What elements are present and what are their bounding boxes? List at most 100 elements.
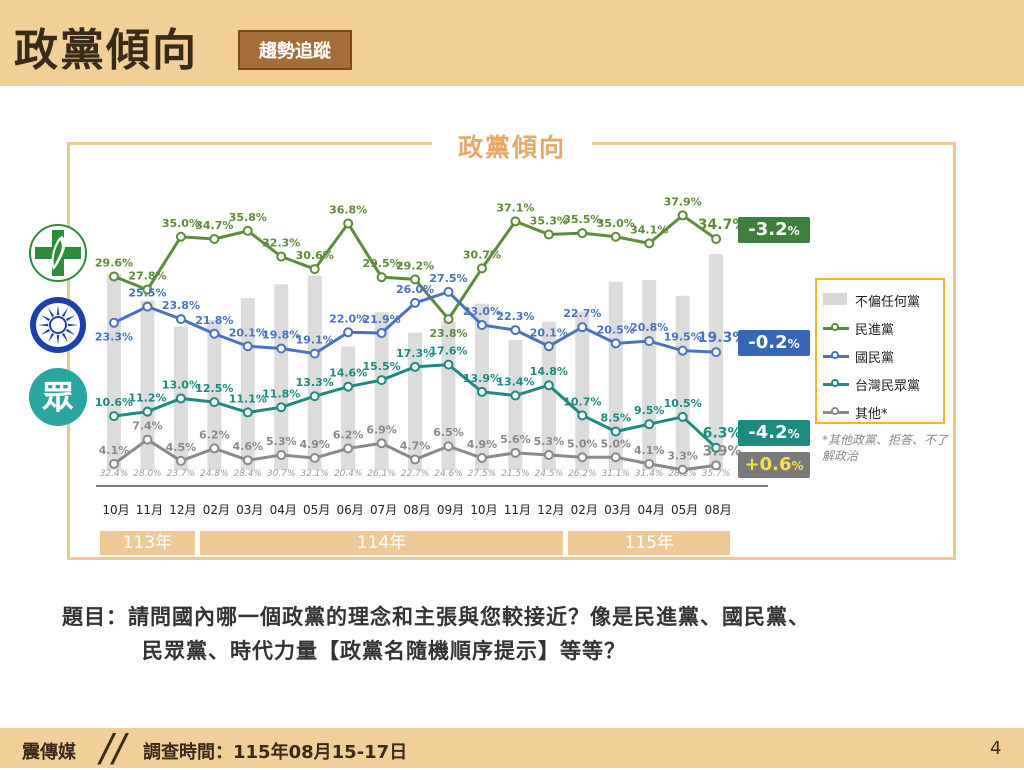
series-point [142, 284, 153, 295]
series-data-label: 13.3% [296, 376, 334, 389]
series-data-label: 37.1% [496, 201, 534, 214]
series-data-label: 13.9% [463, 372, 501, 385]
neutral-bar [341, 346, 356, 470]
chart-title: 政黨傾向 [432, 128, 592, 164]
series-point [510, 325, 521, 336]
neutral-bar [541, 321, 556, 470]
dpp-change-badge: -3.2% [738, 217, 810, 243]
series-point [343, 218, 354, 229]
series-point [644, 458, 655, 469]
series-point [209, 443, 220, 454]
x-tick-label: 08月 [403, 503, 430, 517]
series-data-label: 29.5% [363, 257, 401, 270]
series-point [443, 359, 454, 370]
series-point [677, 345, 688, 356]
series-data-label: 36.8% [329, 204, 367, 217]
series-point [476, 263, 487, 274]
x-tick-label: 04月 [638, 503, 665, 517]
series-data-label: 5.6% [500, 433, 531, 446]
year-band-113: 113年 [100, 531, 195, 555]
series-data-label: 20.1% [229, 326, 267, 339]
neutral-bar-label: 31.4% [635, 469, 664, 479]
series-point [410, 361, 421, 372]
series-data-label: 22.0% [329, 312, 367, 325]
neutral-bar-label: 30.7% [267, 469, 296, 479]
series-point [443, 441, 454, 452]
x-tick-label: 04月 [270, 503, 297, 517]
series-point [309, 391, 320, 402]
series-point [476, 386, 487, 397]
series-data-label: 9.5% [634, 404, 665, 417]
series-point [209, 328, 220, 339]
series-point [242, 455, 253, 466]
series-point [276, 343, 287, 354]
series-point [175, 231, 186, 242]
series-data-label: 23.3% [95, 331, 133, 344]
footer-bar [0, 728, 1024, 768]
series-data-label: 13.4% [496, 376, 534, 389]
series-data-label: 4.7% [400, 439, 431, 452]
series-data-label: 7.4% [132, 420, 163, 433]
dpp-flag-icon [29, 224, 87, 282]
series-data-label: 5.0% [600, 437, 631, 450]
series-data-label: 29.2% [396, 259, 434, 272]
neutral-bar-label: 35.7% [702, 469, 731, 479]
neutral-bar [608, 281, 623, 470]
series-data-label: 4.9% [467, 438, 498, 451]
series-point [510, 390, 521, 401]
neutral-bar-label: 28.0% [133, 469, 162, 479]
series-data-label: 29.6% [95, 256, 133, 269]
series-point [644, 336, 655, 347]
series-data-label: 11.2% [128, 392, 166, 405]
legend-item-dpp: 民進黨 [823, 314, 937, 342]
neutral-bar-label: 24.5% [535, 469, 564, 479]
chart-legend: 不偏任何黨 民進黨 國民黨 台灣民眾黨 其他* [815, 278, 945, 424]
neutral-bar [508, 339, 523, 470]
series-data-label: 19.5% [664, 331, 702, 344]
neutral-bar [441, 321, 456, 470]
series-point [711, 233, 722, 244]
series-data-label: 6.2% [199, 428, 230, 441]
series-data-label: 23.8% [429, 327, 467, 340]
series-data-label: 6.5% [433, 426, 464, 439]
series-data-label: 4.1% [99, 444, 130, 457]
series-point [577, 228, 588, 239]
series-point [175, 393, 186, 404]
series-point [610, 231, 621, 242]
neutral-bar [207, 319, 222, 470]
series-point [276, 402, 287, 413]
series-data-label: 10.7% [563, 395, 601, 408]
series-point [410, 274, 421, 285]
series-data-label: 23.0% [463, 305, 501, 318]
series-point [476, 319, 487, 330]
neutral-bar-label: 26.2% [568, 469, 597, 479]
series-data-label: 4.6% [233, 440, 264, 453]
series-point [677, 210, 688, 221]
year-band-115: 115年 [568, 531, 731, 555]
x-tick-label: 02月 [203, 503, 230, 517]
series-data-label: 10.6% [95, 396, 133, 409]
series-point [443, 286, 454, 297]
neutral-bar [575, 311, 590, 470]
kmt-change-badge: -0.2% [738, 330, 810, 356]
x-tick-label: 10月 [470, 503, 497, 517]
series-data-label: 17.3% [396, 347, 434, 360]
other-change-badge: +0.6% [738, 452, 810, 478]
survey-question: 題目：請問國內哪一個政黨的理念和主張與您較接近？像是民進黨、國民黨、 民眾黨、時… [62, 600, 810, 668]
series-point [209, 397, 220, 408]
neutral-bar [474, 303, 489, 470]
footer-brand: 震傳媒 [22, 742, 76, 763]
series-point [343, 381, 354, 392]
series-data-label: 30.7% [463, 248, 501, 261]
series-point [711, 347, 722, 358]
x-tick-label: 05月 [303, 503, 330, 517]
series-point [242, 225, 253, 236]
x-tick-label: 05月 [671, 503, 698, 517]
neutral-bar-label: 20.4% [334, 469, 363, 479]
tpp-change-badge: -4.2% [738, 420, 810, 446]
series-point [543, 380, 554, 391]
series-point [209, 233, 220, 244]
series-data-label: 20.1% [530, 326, 568, 339]
series-point [376, 272, 387, 283]
series-data-label: 34.7% [195, 219, 233, 232]
